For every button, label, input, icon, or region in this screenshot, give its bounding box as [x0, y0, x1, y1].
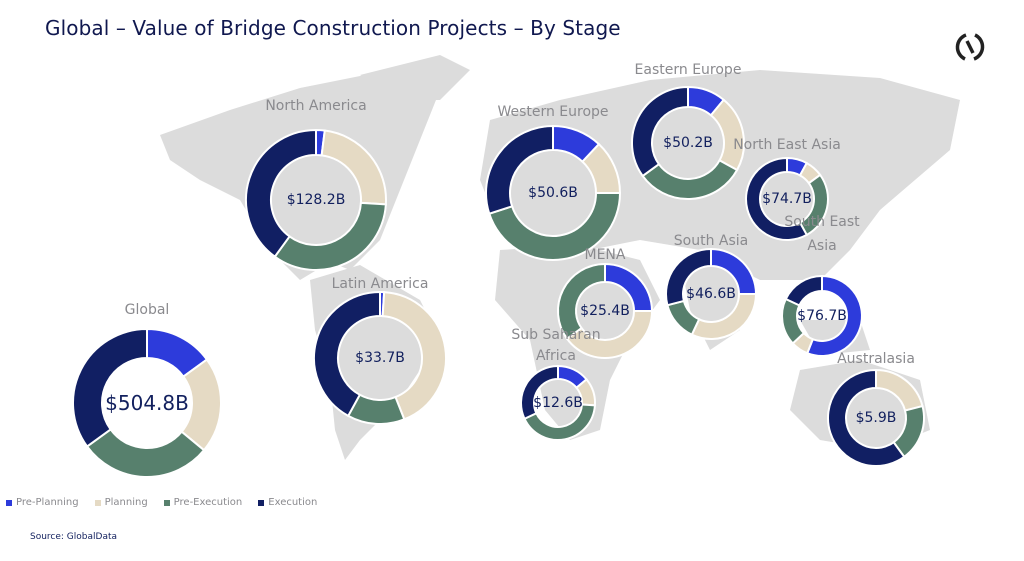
legend-item-planning: Planning — [94, 497, 148, 508]
legend-swatch — [163, 499, 170, 506]
donut-western-europe: $50.6B Western Europe — [485, 104, 622, 261]
segment-mena-pre-execution — [557, 262, 606, 341]
segment-south-asia-execution — [665, 247, 712, 307]
donut-global: $504.8B Global — [72, 302, 222, 478]
globaldata-logo-icon — [955, 33, 985, 61]
legend-label: Planning — [104, 497, 148, 508]
donut-north-east-asia: $74.7B North East Asia — [733, 137, 841, 241]
donut-hole — [103, 359, 191, 447]
donut-latin-america: $33.7B Latin America — [313, 276, 447, 425]
region-label-north-america: North America — [265, 98, 366, 114]
legend-swatch — [6, 499, 12, 506]
segment-south-east-asia-pre-planning — [805, 274, 863, 357]
value-label-north-america: $128.2B — [287, 192, 346, 208]
value-label-south-east-asia: $76.7B — [797, 308, 847, 324]
legend-item-pre-execution: Pre-Execution — [163, 497, 243, 508]
value-label-sub-saharan-africa: $12.6B — [533, 395, 583, 411]
legend-label: Pre-Execution — [173, 497, 243, 508]
value-label-global: $504.8B — [105, 391, 189, 415]
donut-north-america: $128.2B North America — [245, 98, 387, 271]
region-label-latin-america: Latin America — [332, 276, 429, 292]
segment-eastern-europe-execution — [631, 85, 689, 178]
value-label-latin-america: $33.7B — [355, 350, 405, 366]
value-label-western-europe: $50.6B — [528, 185, 578, 201]
region-label-south-east-asia: South East — [784, 214, 860, 230]
segment-north-east-asia-execution — [745, 156, 809, 241]
value-label-south-asia: $46.6B — [686, 286, 736, 302]
segment-north-america-execution — [245, 128, 317, 259]
legend: Pre-Planning Planning Pre-Execution Exec… — [6, 497, 317, 508]
segment-latin-america-execution — [313, 290, 381, 418]
value-label-north-east-asia: $74.7B — [762, 191, 812, 207]
legend-swatch — [94, 499, 101, 506]
legend-item-execution: Execution — [258, 497, 317, 508]
donut-south-asia: $46.6B South Asia — [665, 233, 758, 340]
value-label-mena: $25.4B — [580, 303, 630, 319]
segment-global-execution — [72, 327, 148, 448]
region-label-australasia: Australasia — [837, 351, 915, 367]
donut-mena: $25.4B MENA — [557, 247, 654, 359]
region-label-global: Global — [125, 302, 170, 318]
page-title: Global – Value of Bridge Construction Pr… — [45, 16, 621, 40]
legend-label: Pre-Planning — [16, 497, 79, 508]
region-label-western-europe: Western Europe — [497, 104, 608, 120]
segment-australasia-execution — [827, 368, 906, 467]
segment-western-europe-pre-execution — [488, 192, 622, 261]
value-label-australasia: $5.9B — [856, 410, 897, 426]
segment-south-east-asia-execution — [784, 274, 823, 307]
segment-sub-saharan-africa-execution — [520, 364, 559, 421]
donut-australasia: $5.9B Australasia — [827, 351, 925, 467]
value-label-eastern-europe: $50.2B — [663, 135, 713, 151]
region-label-north-east-asia: North East Asia — [733, 137, 841, 153]
donut-south-east-asia: $76.7B South East Asia — [781, 214, 863, 357]
donut-eastern-europe: $50.2B Eastern Europe — [631, 62, 745, 200]
legend-swatch — [258, 499, 265, 506]
source-note: Source: GlobalData — [30, 532, 118, 542]
region-label-eastern-europe: Eastern Europe — [635, 62, 742, 78]
legend-item-pre-planning: Pre-Planning — [6, 497, 79, 508]
region-label-sub-saharan-africa: Sub Saharan — [511, 327, 600, 343]
donut-sub-saharan-africa: $12.6B Sub Saharan Africa — [511, 327, 601, 441]
region-label-south-asia: South Asia — [674, 233, 748, 249]
legend-label: Execution — [268, 497, 318, 508]
segment-western-europe-execution — [485, 124, 554, 215]
region-label-south-east-asia: Asia — [807, 238, 836, 254]
region-label-mena: MENA — [585, 247, 626, 263]
segment-latin-america-planning — [381, 291, 447, 421]
region-label-sub-saharan-africa: Africa — [536, 348, 576, 364]
